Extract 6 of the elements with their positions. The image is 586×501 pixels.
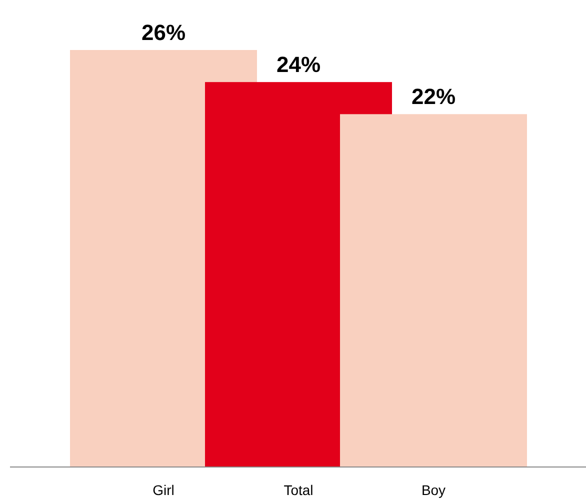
x-tick-label: Boy — [421, 482, 446, 498]
x-tick-label: Total — [284, 482, 314, 498]
data-label: 26% — [141, 20, 186, 45]
x-tick-label: Girl — [152, 482, 174, 498]
data-label: 24% — [276, 52, 321, 78]
data-label: 22% — [411, 84, 456, 110]
